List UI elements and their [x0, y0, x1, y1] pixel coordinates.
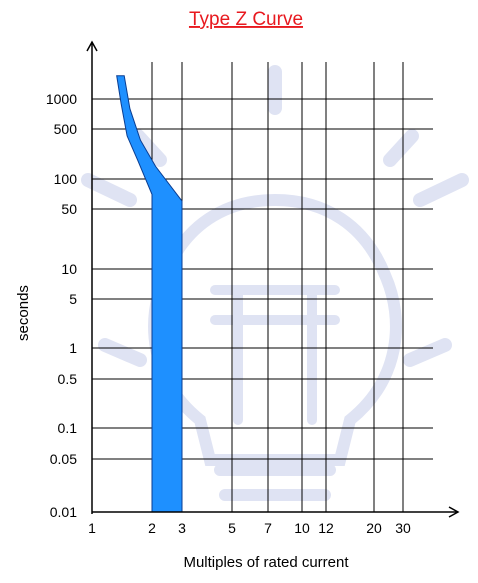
chart-title: Type Z Curve [189, 9, 303, 30]
x-tick-label: 30 [395, 520, 411, 536]
y-tick-label: 50 [61, 201, 77, 217]
y-axis-label: seconds [15, 285, 32, 341]
y-tick-label: 1000 [46, 91, 77, 107]
y-tick-label: 0.5 [58, 371, 78, 387]
x-tick-label: 2 [148, 520, 156, 536]
y-tick-label: 0.01 [50, 504, 77, 520]
x-tick-label: 3 [178, 520, 186, 536]
lightbulb-watermark [81, 65, 469, 501]
x-tick-label: 10 [294, 520, 310, 536]
x-tick-label: 7 [264, 520, 272, 536]
x-axis-label: Multiples of rated current [183, 554, 349, 571]
y-tick-label: 5 [69, 291, 77, 307]
y-tick-label: 0.05 [50, 451, 77, 467]
x-axis-arrow [448, 506, 460, 518]
x-tick-label: 20 [366, 520, 382, 536]
y-tick-label: 10 [61, 261, 77, 277]
y-tick-labels: 0.01 0.05 0.1 0.5 1 5 10 50 100 500 1000 [46, 91, 77, 520]
axes [86, 40, 460, 518]
y-tick-label: 0.1 [58, 420, 78, 436]
y-tick-label: 500 [54, 121, 78, 137]
y-tick-label: 1 [69, 340, 77, 356]
y-tick-label: 100 [54, 171, 78, 187]
x-tick-label: 1 [88, 520, 96, 536]
x-tick-labels: 1 2 3 5 7 10 12 20 30 [88, 520, 411, 536]
x-tick-label: 5 [228, 520, 236, 536]
y-axis-arrow [86, 40, 98, 52]
x-tick-label: 12 [318, 520, 334, 536]
